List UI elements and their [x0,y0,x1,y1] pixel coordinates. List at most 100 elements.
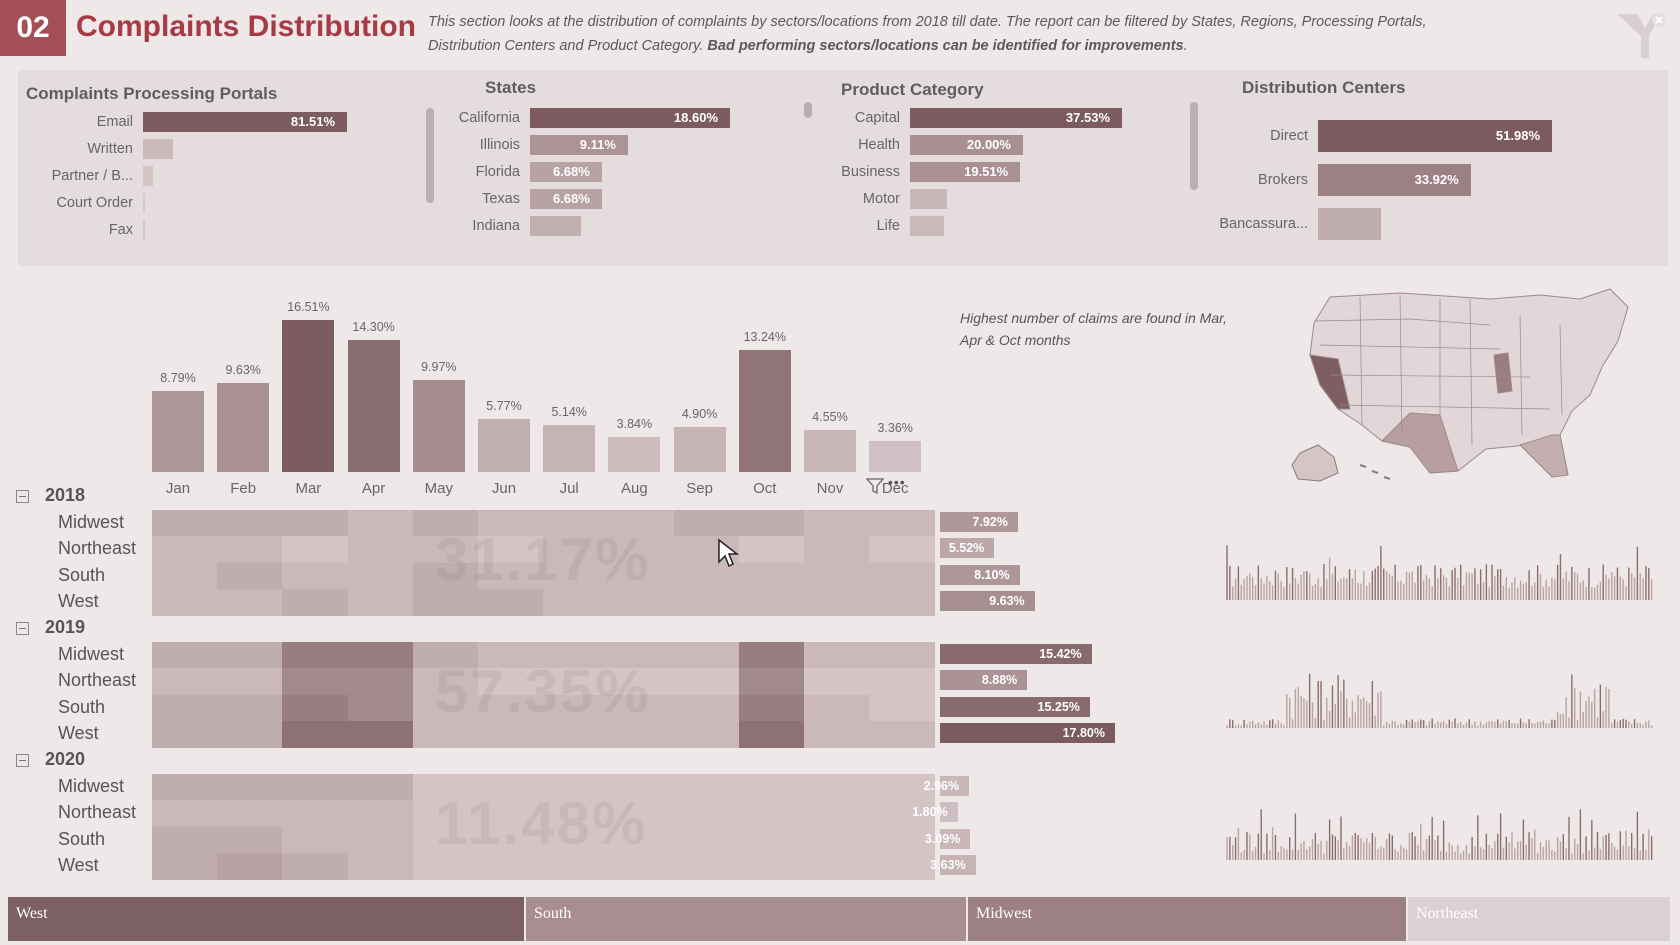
heat-cell[interactable] [673,800,740,828]
heat-cell[interactable] [869,642,935,669]
heat-cell[interactable] [608,694,675,722]
heat-cell[interactable] [738,800,805,828]
heat-cell[interactable] [347,510,414,537]
heat-cell[interactable] [152,852,218,880]
heat-cell[interactable] [217,720,283,748]
heat-cell[interactable] [673,852,740,880]
heat-cell[interactable] [804,668,870,696]
heat-cell[interactable] [217,774,283,801]
heat-cell[interactable] [478,588,544,616]
region-total-bar[interactable]: 3.09% [925,828,971,849]
heat-cell[interactable] [412,588,479,616]
heat-cell[interactable] [478,668,544,696]
heat-cell[interactable] [804,852,870,880]
heat-cell[interactable] [478,826,544,854]
region-total-bar[interactable]: 5.52% [940,538,995,559]
portals-row[interactable]: Partner / B... [18,166,357,186]
heat-cell[interactable] [673,510,740,537]
heat-cell[interactable] [673,668,740,696]
month-bar-jan[interactable] [152,391,204,472]
month-bar-jul[interactable] [543,424,596,472]
heat-cell[interactable] [412,720,479,748]
heat-cell[interactable] [869,826,935,854]
heat-cell[interactable] [217,800,283,828]
month-bar-nov[interactable] [804,430,856,472]
heat-cell[interactable] [152,694,218,722]
heat-cell[interactable] [608,642,675,669]
heat-cell[interactable] [478,800,544,828]
month-bar-oct[interactable] [738,350,791,472]
heat-cell[interactable] [412,800,479,828]
states-row[interactable]: Illinois 9.11% [440,135,740,155]
filter-logo-icon[interactable] [1615,10,1667,62]
states-row[interactable]: Texas 6.68% [440,189,740,209]
heat-cell[interactable] [673,562,740,590]
heat-cell[interactable] [347,588,414,616]
heat-cell[interactable] [152,588,218,616]
heat-cell[interactable] [608,668,675,696]
filter-icon[interactable] [866,477,884,495]
heat-cell[interactable] [412,668,479,696]
heat-cell[interactable] [673,720,740,748]
heat-cell[interactable] [217,562,283,590]
heat-cell[interactable] [673,774,740,801]
heat-cell[interactable] [282,800,349,828]
collapse-2018-icon[interactable] [16,490,29,503]
heat-cell[interactable] [152,642,218,669]
collapse-2019-icon[interactable] [16,622,29,635]
heat-cell[interactable] [804,536,870,564]
heat-cell[interactable] [347,720,414,748]
heat-cell[interactable] [543,694,609,722]
heat-cell[interactable] [412,774,479,801]
heat-cell[interactable] [347,800,414,828]
heat-cell[interactable] [543,536,609,564]
heat-cell[interactable] [543,510,609,537]
heat-cell[interactable] [738,668,805,696]
heat-cell[interactable] [869,562,935,590]
region-total-bar[interactable]: 2.96% [924,776,970,796]
heat-cell[interactable] [543,668,609,696]
year-label[interactable]: 2019 [45,617,86,637]
region-total-bar[interactable]: 9.63% [940,590,1035,611]
heat-cell[interactable] [217,510,283,537]
heat-cell[interactable] [412,826,479,854]
heat-cell[interactable] [804,588,870,616]
heat-cell[interactable] [869,588,935,616]
month-bar-may[interactable] [412,380,465,472]
heat-cell[interactable] [869,800,935,828]
heat-cell[interactable] [738,694,805,722]
region-tile-south[interactable]: South [526,897,966,941]
heat-cell[interactable] [478,536,544,564]
region-total-bar[interactable]: 7.92% [940,512,1018,532]
heat-cell[interactable] [804,562,870,590]
heat-cell[interactable] [673,642,740,669]
heat-cell[interactable] [738,510,805,537]
heat-cell[interactable] [543,562,609,590]
heat-cell[interactable] [804,720,870,748]
product-row[interactable]: Health 20.00% [820,135,1132,155]
heat-cell[interactable] [478,694,544,722]
heat-cell[interactable] [804,642,870,669]
heat-cell[interactable] [738,774,805,801]
heat-cell[interactable] [152,826,218,854]
distribution-row[interactable]: Direct 51.98% [1210,120,1562,152]
heat-cell[interactable] [152,510,218,537]
heat-cell[interactable] [412,694,479,722]
heat-cell[interactable] [478,642,544,669]
heat-cell[interactable] [869,694,935,722]
heat-cell[interactable] [478,774,544,801]
heat-cell[interactable] [347,668,414,696]
product-row[interactable]: Life [820,216,1132,236]
region-total-bar[interactable]: 1.80% [912,802,958,823]
more-options-icon[interactable]: ••• [888,474,906,490]
heat-cell[interactable] [478,720,544,748]
region-total-bar[interactable]: 15.25% [940,696,1090,717]
heat-cell[interactable] [804,826,870,854]
product-row[interactable]: Capital 37.53% [820,108,1132,128]
portals-row[interactable]: Fax [18,220,357,240]
heat-cell[interactable] [608,800,675,828]
heat-cell[interactable] [217,694,283,722]
heat-cell[interactable] [804,800,870,828]
heat-cell[interactable] [282,668,349,696]
heat-cell[interactable] [282,852,349,880]
